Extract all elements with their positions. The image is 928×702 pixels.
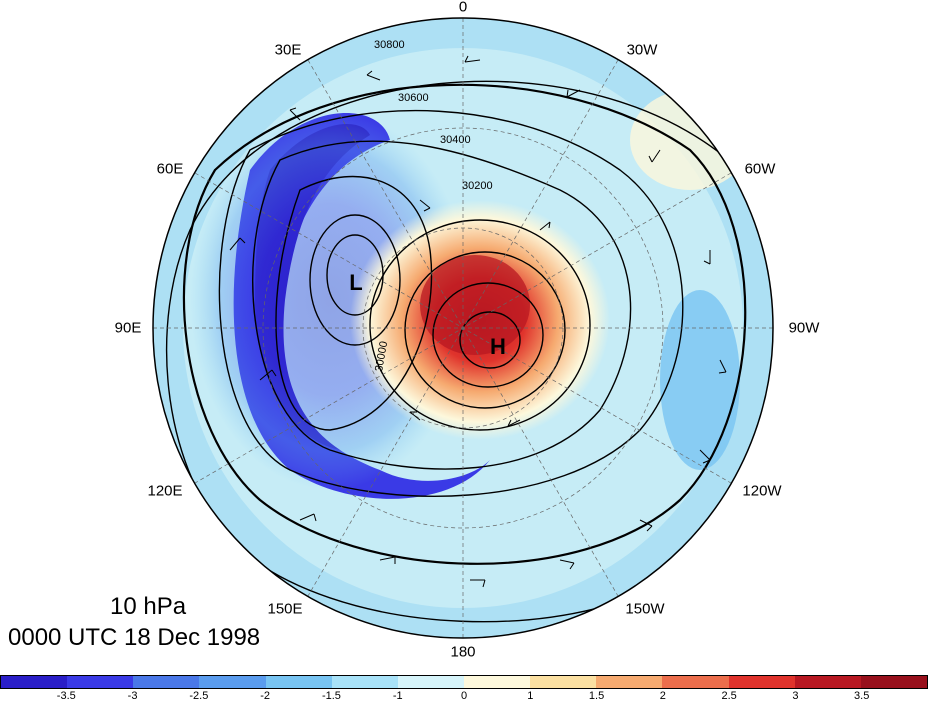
wind-barbs [229,55,727,588]
contour-label-30200: 30200 [462,180,493,192]
colorbar-tick-label: 1 [527,690,534,702]
colorbar-tick-label: 3.5 [854,690,870,702]
colorbar-tick-label: 1.5 [588,690,605,702]
positive-anomaly-core [420,255,530,355]
colorbar-segment [596,676,663,688]
colorbar-segment [530,676,597,688]
negative-anomaly-east [660,290,740,470]
colorbar-segment [728,676,795,688]
colorbar-segment [794,676,861,688]
contour-label-30400: 30400 [440,134,471,146]
lon-label-120w: 120W [742,482,782,500]
colorbar-segment [662,676,729,688]
pressure-level-title: 10 hPa [110,593,187,620]
contour-label-30000: 30000 [373,340,390,372]
colorbar [0,675,928,689]
lon-label-150e: 150E [267,600,303,618]
colorbar-tick-label: 2 [659,690,666,702]
lon-label-180: 180 [450,643,476,661]
colorbar-tick-label: 0 [460,690,468,702]
map-boundary [152,17,774,639]
colorbar-tick-label: -1.5 [321,690,341,702]
colorbar-tick-label: -2 [260,690,271,702]
lon-label-0: 0 [458,0,468,16]
colorbar-tick-label: -3 [127,690,138,702]
contour-label-30800: 30800 [374,39,405,51]
colorbar-segment [265,676,332,688]
lon-label-60w: 60W [744,160,776,178]
graticule [153,18,773,638]
colorbar-tick-label: -1 [392,690,403,702]
colorbar-tick-label: -3.5 [56,690,76,702]
colorbar-segment [860,676,927,688]
colorbar-segment [1,676,68,688]
colorbar-segment [397,676,464,688]
lon-label-120e: 120E [147,482,183,500]
high-pressure-marker: H [490,334,506,359]
colorbar-tick-label: 2.5 [721,690,737,702]
lon-label-90w: 90W [788,319,820,337]
lon-label-30w: 30W [626,41,658,59]
colorbar-tick-label: -2.5 [189,690,209,702]
colorbar-segment [463,676,531,688]
colorbar-segment [331,676,398,688]
contour-label-30600: 30600 [398,92,429,104]
low-pressure-marker: L [349,270,362,295]
colorbar-segment [67,676,134,688]
lon-label-30e: 30E [274,41,302,59]
valid-time-title: 0000 UTC 18 Dec 1998 [8,624,261,651]
colorbar-segment [133,676,200,688]
lon-label-90e: 90E [114,319,142,337]
colorbar-tick-label: 3 [792,690,799,702]
lon-label-60e: 60E [156,160,184,178]
colorbar-segment [199,676,266,688]
lon-label-150w: 150W [625,600,665,618]
